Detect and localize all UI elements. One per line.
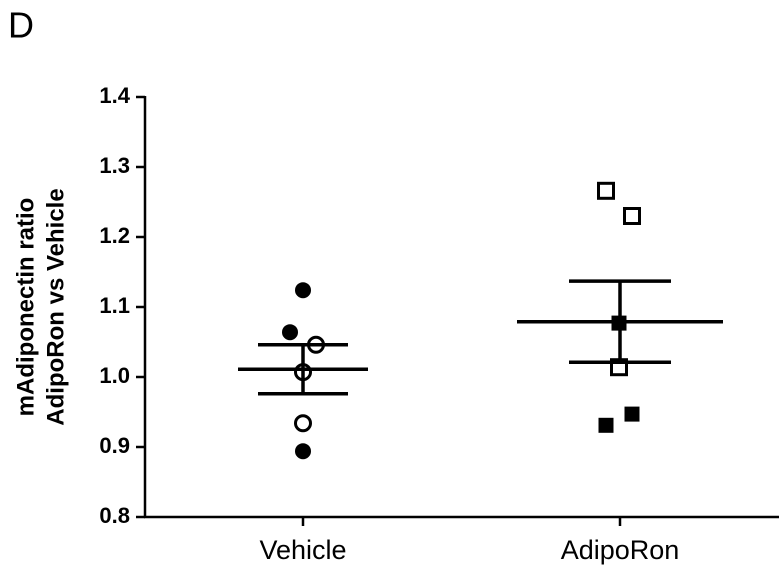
y-tick-label: 1.1 bbox=[99, 293, 130, 318]
y-tick-label: 1.4 bbox=[99, 83, 130, 108]
x-tick-label: Vehicle bbox=[259, 535, 346, 565]
data-point bbox=[295, 443, 311, 460]
y-tick-label: 1.2 bbox=[99, 223, 130, 248]
data-point bbox=[623, 207, 641, 225]
data-point bbox=[294, 414, 312, 433]
data-point bbox=[624, 406, 640, 422]
y-tick-label: 0.9 bbox=[99, 433, 130, 458]
y-tick-label: 0.8 bbox=[99, 503, 130, 528]
data-point bbox=[295, 282, 311, 299]
y-tick-label: 1.0 bbox=[99, 363, 130, 388]
panel-label: D bbox=[8, 5, 34, 46]
y-axis-label: AdipoRon vs Vehicle bbox=[42, 188, 69, 425]
x-tick-label: AdipoRon bbox=[561, 535, 680, 565]
y-axis-label: mAdiponectin ratio bbox=[12, 198, 39, 417]
data-point bbox=[598, 417, 614, 433]
data-point bbox=[282, 324, 298, 341]
y-tick-label: 1.3 bbox=[99, 153, 130, 178]
data-point bbox=[597, 181, 615, 200]
